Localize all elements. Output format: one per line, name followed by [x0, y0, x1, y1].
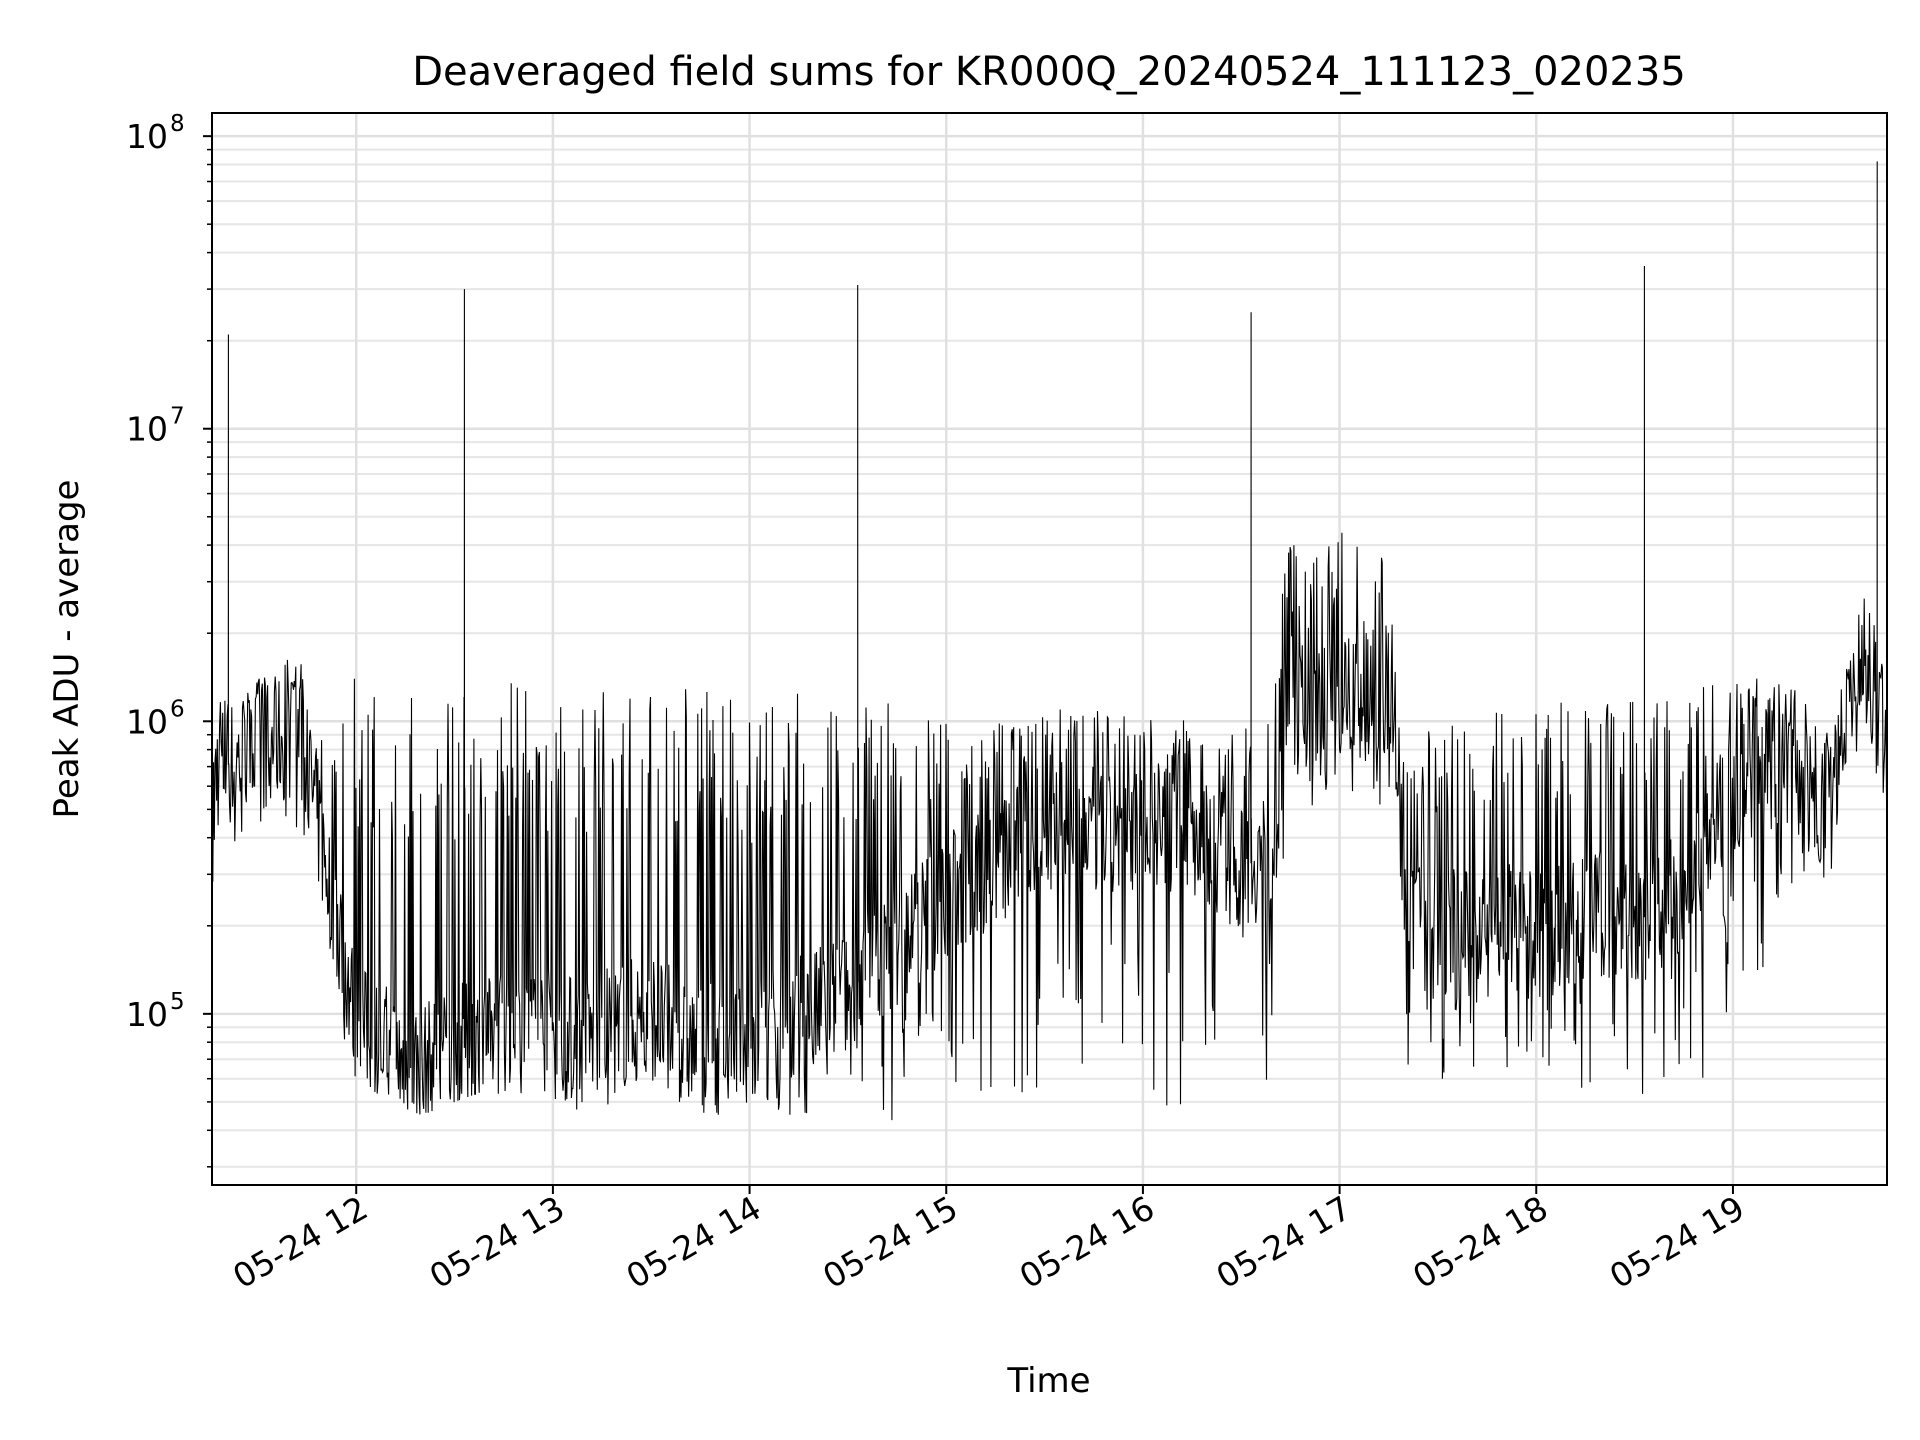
y-tick-label: 10 — [126, 117, 168, 156]
plot-frame — [211, 112, 1888, 1186]
x-axis-label: Time — [1006, 1361, 1090, 1401]
y-tick-exponent: 7 — [170, 404, 185, 430]
chart-title: Deaveraged field sums for KR000Q_2024052… — [412, 49, 1686, 95]
y-tick-exponent: 8 — [170, 111, 185, 137]
y-tick-label: 10 — [126, 410, 168, 449]
y-tick-label: 10 — [126, 995, 168, 1034]
series-line — [211, 161, 1888, 1121]
data-series — [211, 161, 1888, 1121]
y-tick-label: 10 — [126, 702, 168, 741]
y-axis-label: Peak ADU - average — [47, 480, 87, 819]
y-tick-exponent: 5 — [170, 989, 185, 1015]
plot-area — [212, 113, 1887, 1185]
y-tick-exponent: 6 — [170, 696, 185, 722]
major-gridlines — [212, 113, 1887, 1185]
